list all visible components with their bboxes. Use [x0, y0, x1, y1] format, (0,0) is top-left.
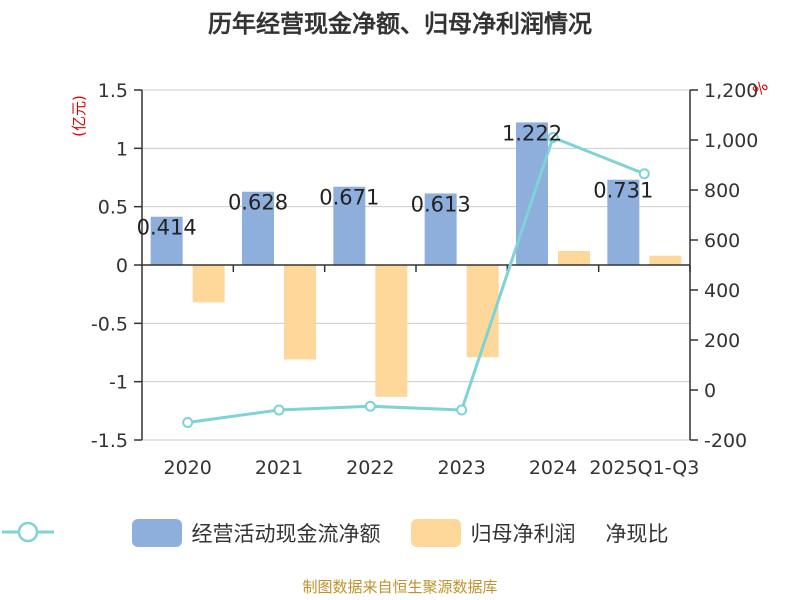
bar-netprofit: [649, 255, 682, 265]
legend-label-cashflow: 经营活动现金流净额: [191, 522, 381, 546]
right-tick-label: 800: [704, 180, 740, 202]
legend-item-cashflow[interactable]: 经营活动现金流净额: [131, 518, 381, 548]
legend-swatch-netprofit: [410, 519, 461, 547]
line-layer: [182, 132, 650, 428]
legend-swatch-cashflow: [131, 519, 182, 547]
left-tick-label: 0: [116, 255, 128, 277]
legend: 经营活动现金流净额 归母净利润 净现比: [0, 518, 800, 548]
data-label-cashflow: 0.628: [228, 191, 288, 215]
right-tick-label: 0: [704, 380, 716, 402]
left-tick-label: -0.5: [91, 313, 128, 335]
bar-layer: [150, 122, 682, 397]
bar-cashflow: [333, 186, 366, 265]
bar-netprofit: [192, 265, 225, 303]
category-label: 2021: [255, 457, 303, 479]
left-tick-label: 1.5: [98, 80, 128, 102]
category-label: 2022: [346, 457, 394, 479]
category-label: 2024: [529, 457, 577, 479]
bar-cashflow: [150, 216, 183, 265]
data-label-cashflow: 0.613: [411, 192, 471, 216]
legend-line-marker: [2, 521, 54, 543]
category-label: 2023: [437, 457, 485, 479]
right-tick-label: 400: [704, 280, 740, 302]
legend-label-netprofit: 归母净利润: [470, 522, 576, 546]
data-label-cashflow: 0.731: [593, 179, 653, 203]
bar-cashflow: [607, 179, 640, 265]
source-note: 制图数据来自恒生聚源数据库: [302, 578, 498, 596]
right-tick-label: 600: [704, 230, 740, 252]
left-tick-label: -1.5: [91, 430, 128, 452]
bar-netprofit: [375, 265, 408, 397]
left-tick-label: 0.5: [98, 197, 128, 219]
point-ratio: [273, 404, 285, 416]
chart-title: 历年经营现金净额、归母净利润情况: [208, 10, 592, 38]
right-tick-label: 200: [704, 330, 740, 352]
point-ratio: [364, 400, 376, 412]
point-ratio: [638, 168, 650, 180]
bar-cashflow: [242, 191, 274, 265]
point-ratio: [456, 404, 468, 416]
left-tick-label: -1: [109, 372, 128, 394]
bar-cashflow: [424, 193, 457, 265]
bar-cashflow: [516, 122, 548, 265]
legend-item-ratio[interactable]: 净现比: [2, 518, 669, 548]
category-label: 2020: [163, 457, 211, 479]
chart-canvas: 1.5 1 0.5 0 -0.5 -1 -1.5 1,200 1,000 800 600 400 200…: [70, 77, 772, 479]
data-label-cashflow: 0.671: [319, 186, 379, 210]
bar-netprofit: [284, 265, 316, 360]
left-unit-label: (亿元): [70, 95, 88, 137]
label-layer: 0.414 0.628 0.671 0.613 1.222 0.731: [137, 121, 654, 239]
right-tick-label: -200: [704, 430, 747, 452]
line-ratio: [187, 135, 645, 424]
legend-label-ratio: 净现比: [605, 522, 669, 546]
left-tick-label: 1: [116, 138, 128, 160]
right-tick-label: 1,000: [704, 130, 758, 152]
data-label-cashflow: 1.222: [502, 121, 562, 145]
data-label-cashflow: 0.414: [137, 216, 197, 240]
point-ratio: [182, 417, 194, 428]
category-label: 2025Q1-Q3: [589, 457, 699, 479]
right-tick-label: 1,200: [704, 80, 758, 102]
legend-item-netprofit[interactable]: 归母净利润: [410, 518, 576, 548]
bar-netprofit: [558, 251, 590, 265]
point-ratio: [547, 132, 559, 143]
axis-layer: 1.5 1 0.5 0 -0.5 -1 -1.5 1,200 1,000 800 600 400 200…: [70, 77, 772, 479]
